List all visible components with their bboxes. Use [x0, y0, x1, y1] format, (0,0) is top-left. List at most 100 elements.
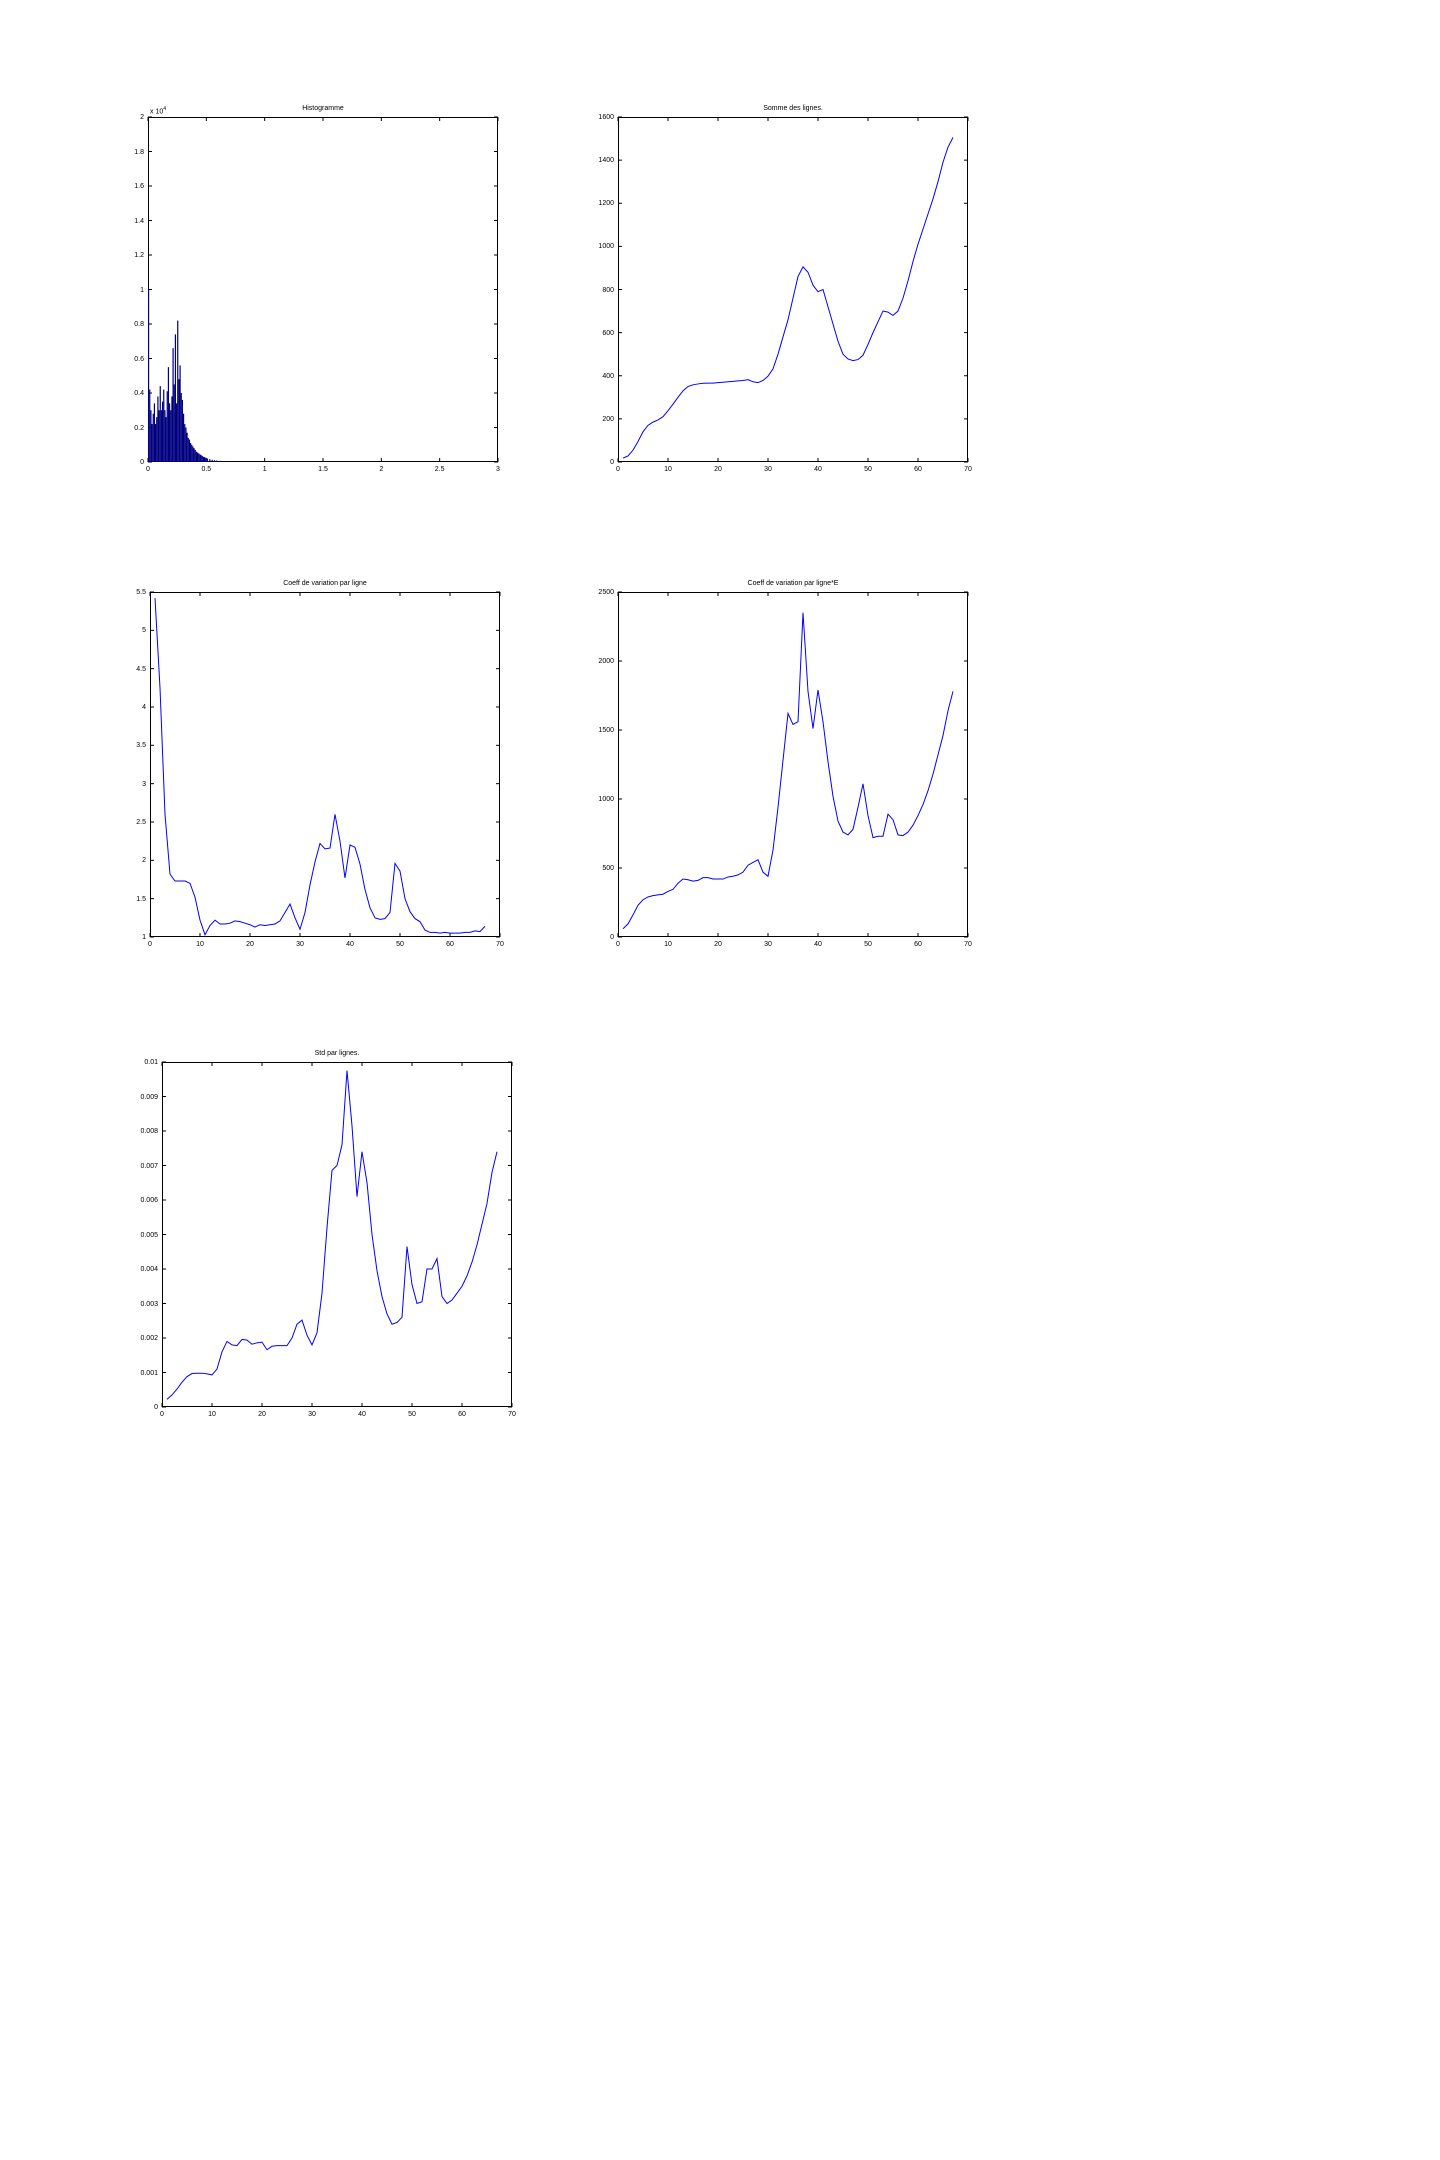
y-tick-label: 0.6	[134, 355, 144, 363]
exponent-mantissa: x 10	[150, 108, 164, 116]
plot-panel-coeff-variation-par-ligne-E: Coeff de variation par ligne*E 0 10 20 30 40 5…	[580, 570, 980, 960]
x-tick-label: 0	[160, 1411, 164, 1418]
plot-title: Coeff de variation par ligne*E	[747, 580, 839, 587]
x-tick-label: 0	[148, 941, 152, 948]
x-tick-label: 20	[246, 941, 254, 948]
y-tick-label: 2	[142, 857, 146, 865]
histogram-bar	[216, 460, 218, 462]
y-tick-label: 0.003	[140, 1300, 158, 1308]
histogram-bar	[203, 457, 206, 462]
x-tick-label: 20	[714, 466, 722, 473]
x-tick-label: 1	[262, 466, 267, 473]
x-tick-label: 3	[496, 466, 500, 473]
histogram-bar	[185, 427, 187, 462]
x-tick-label: 60	[914, 941, 922, 948]
data-series-line	[622, 612, 954, 930]
exponent-power: 4	[163, 106, 167, 112]
x-tick-label: 1.5	[318, 466, 328, 473]
plot-frame	[162, 1062, 512, 1407]
y-tick-label: 0	[154, 1404, 158, 1411]
histogram-bar	[196, 452, 199, 462]
y-tick-label: 600	[602, 329, 614, 337]
histogram-bar	[201, 455, 203, 462]
histogram-bar	[166, 391, 168, 462]
y-tick-label: 500	[602, 865, 614, 872]
x-tick-label: 10	[664, 466, 672, 473]
y-tick-label: 0.002	[140, 1335, 158, 1342]
x-tick-label: 40	[358, 1411, 366, 1418]
x-tick-label: 40	[814, 941, 822, 948]
histogram-bar	[211, 459, 213, 462]
histogram-bar	[205, 457, 207, 462]
histogram-bar	[200, 455, 202, 462]
histogram-bar	[177, 320, 179, 462]
y-tick-label: 3	[142, 780, 146, 788]
y-tick-label: 0.004	[140, 1266, 158, 1273]
y-axis-exponent-label: x 104	[150, 106, 166, 115]
x-tick-label: 30	[764, 941, 772, 948]
y-tick-label: 1600	[598, 114, 614, 121]
plot-canvas	[147, 116, 499, 463]
x-tick-label: 0	[146, 466, 150, 473]
y-tick-label: 1	[140, 286, 144, 294]
histogram-bar	[182, 413, 185, 462]
y-tick-label: 0	[610, 459, 614, 466]
histogram-bar	[171, 396, 173, 462]
x-tick-label: 0.5	[201, 466, 212, 473]
plot-panel-coeff-variation-par-ligne: Coeff de variation par ligne 0 10 20 30 40 50 6…	[120, 570, 520, 960]
y-tick-label: 200	[602, 415, 614, 423]
y-tick-label: 1400	[598, 157, 614, 165]
histogram-bar	[160, 410, 163, 462]
x-tick-label: 0	[616, 941, 620, 948]
histogram-bar	[156, 417, 158, 462]
histogram-bar	[199, 454, 201, 462]
x-tick-label: 2.5	[434, 466, 445, 473]
plot-canvas	[161, 1061, 513, 1408]
y-tick-label: 2000	[598, 658, 614, 665]
plot-title: Histogramme	[302, 105, 344, 112]
histogram-bar	[153, 403, 156, 462]
x-tick-label: 30	[296, 941, 304, 948]
histogram-bar	[175, 403, 178, 462]
y-tick-label: 1	[142, 934, 146, 941]
histogram-bar	[173, 384, 175, 462]
histogram-bar	[154, 424, 157, 462]
histogram-bar	[167, 367, 170, 462]
x-tick-label: 50	[408, 1411, 416, 1418]
y-tick-label: 0.005	[140, 1231, 158, 1239]
x-tick-label: 10	[664, 941, 672, 948]
x-tick-label: 70	[964, 941, 972, 948]
y-tick-label: 1500	[598, 727, 614, 734]
y-tick-label: 1000	[598, 796, 614, 803]
histogram-bar	[206, 458, 209, 462]
histogram-bar	[163, 389, 165, 462]
plot-frame	[150, 592, 500, 937]
histogram-bar	[152, 413, 154, 462]
plot-canvas	[617, 591, 969, 938]
histogram-bar	[187, 437, 189, 462]
y-tick-label: 800	[602, 286, 614, 294]
y-tick-label: 3.5	[136, 742, 146, 750]
histogram-bar	[194, 449, 196, 462]
y-tick-label: 5.5	[136, 589, 146, 596]
histogram-bar	[159, 386, 161, 462]
plot-frame	[148, 117, 498, 462]
y-tick-label: 0	[610, 934, 614, 941]
x-tick-label: 70	[496, 941, 504, 948]
x-tick-label: 70	[964, 466, 972, 473]
x-tick-label: 60	[446, 941, 454, 948]
x-tick-label: 40	[814, 466, 822, 473]
y-tick-label: 1000	[598, 243, 614, 251]
histogram-bar	[198, 453, 200, 462]
histogram-bar	[213, 460, 216, 462]
histogram-bar	[192, 446, 194, 462]
y-tick-label: 0.8	[134, 321, 144, 328]
x-tick-label: 70	[508, 1411, 516, 1418]
histogram-bar	[219, 460, 221, 462]
histogram-bar	[165, 417, 167, 462]
y-tick-label: 0.006	[140, 1197, 158, 1204]
histogram-bar	[151, 424, 153, 462]
y-tick-label: 0.01	[144, 1059, 158, 1066]
y-tick-label: 1.4	[134, 217, 144, 225]
